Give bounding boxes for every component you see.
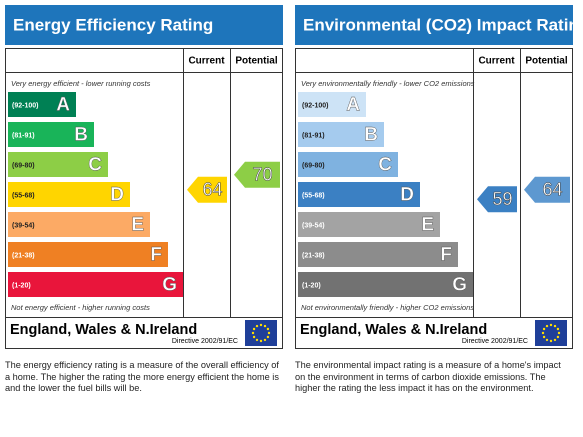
title-bar <box>5 5 283 45</box>
top-note: Very environmentally friendly - lower CO… <box>301 79 475 88</box>
band-letter: E <box>421 215 434 236</box>
potential-arrow <box>234 161 280 188</box>
panel-title: Environmental (CO2) Impact Rating <box>303 15 583 34</box>
eu-star <box>553 338 557 342</box>
potential-arrow <box>524 176 570 203</box>
bottom-note: Not environmentally friendly - higher CO… <box>301 303 474 312</box>
current-arrow <box>477 186 517 213</box>
eu-star <box>263 324 267 328</box>
band-letter: D <box>400 185 414 206</box>
potential-value: 70 <box>252 164 272 184</box>
eu-star <box>556 335 560 339</box>
band-range: (1-20) <box>302 282 321 289</box>
potential-value: 64 <box>542 179 562 199</box>
band <box>8 242 168 267</box>
band-letter: F <box>440 245 452 266</box>
band-letter: A <box>56 95 70 116</box>
band <box>298 122 384 147</box>
band-letter: B <box>364 125 378 146</box>
band <box>298 242 458 267</box>
band-range: (55-68) <box>302 192 325 199</box>
eu-star <box>549 323 553 327</box>
description: The environmental impact rating is a mea… <box>295 360 561 393</box>
band-range: (69-80) <box>12 162 35 169</box>
eu-star <box>542 335 546 339</box>
band-letter: F <box>150 245 162 266</box>
eu-star <box>541 331 545 335</box>
band-letter: D <box>110 185 124 206</box>
panel-title: Energy Efficiency Rating <box>13 15 213 34</box>
eu-star <box>267 331 271 335</box>
table-frame <box>5 48 283 349</box>
eu-star <box>557 331 561 335</box>
band-range: (21-38) <box>12 252 35 259</box>
eu-star <box>255 324 259 328</box>
band-range: (92-100) <box>302 102 328 109</box>
band <box>8 212 150 237</box>
band <box>8 182 130 207</box>
band-letter: G <box>452 275 467 296</box>
description: The energy efficiency rating is a measur… <box>5 360 279 393</box>
band-letter: G <box>162 275 177 296</box>
band-range: (39-54) <box>302 222 325 229</box>
band-range: (39-54) <box>12 222 35 229</box>
directive: Directive 2002/91/EC <box>172 338 238 345</box>
eu-star <box>263 338 267 342</box>
bottom-note: Not energy efficient - higher running co… <box>11 303 150 312</box>
eu-star <box>259 339 263 343</box>
band-range: (92-100) <box>12 102 38 109</box>
eu-star <box>252 335 256 339</box>
band-range: (21-38) <box>302 252 325 259</box>
column-header: Potential <box>235 56 277 67</box>
column-header: Current <box>188 56 225 67</box>
column-header: Potential <box>525 56 567 67</box>
band-letter: A <box>346 95 360 116</box>
band-letter: E <box>131 215 144 236</box>
band-letter: B <box>74 125 88 146</box>
band <box>298 92 366 117</box>
band <box>8 92 76 117</box>
band <box>8 272 183 297</box>
current-arrow <box>187 176 227 203</box>
eu-star <box>255 338 259 342</box>
current-value: 64 <box>202 179 222 199</box>
band <box>8 122 94 147</box>
directive: Directive 2002/91/EC <box>462 338 528 345</box>
title-bar <box>295 5 573 45</box>
eu-star <box>545 324 549 328</box>
band-range: (1-20) <box>12 282 31 289</box>
region: England, Wales & N.Ireland <box>10 322 197 338</box>
band <box>8 152 108 177</box>
table-frame <box>295 48 573 349</box>
eu-star <box>553 324 557 328</box>
band-range: (81-91) <box>302 132 325 139</box>
band <box>298 152 398 177</box>
band <box>298 272 473 297</box>
region: England, Wales & N.Ireland <box>300 322 487 338</box>
eu-star <box>251 331 255 335</box>
current-value: 59 <box>492 189 512 209</box>
band-range: (69-80) <box>302 162 325 169</box>
eu-star <box>556 327 560 331</box>
eu-star <box>266 327 270 331</box>
band <box>298 212 440 237</box>
top-note: Very energy efficient - lower running co… <box>11 79 151 88</box>
eu-star <box>549 339 553 343</box>
eu-star <box>259 323 263 327</box>
eu-star <box>266 335 270 339</box>
column-header: Current <box>478 56 515 67</box>
band-range: (81-91) <box>12 132 35 139</box>
eu-star <box>252 327 256 331</box>
band-letter: C <box>378 155 392 176</box>
band-range: (55-68) <box>12 192 35 199</box>
band <box>298 182 420 207</box>
eu-star <box>542 327 546 331</box>
band-letter: C <box>88 155 102 176</box>
eu-star <box>545 338 549 342</box>
